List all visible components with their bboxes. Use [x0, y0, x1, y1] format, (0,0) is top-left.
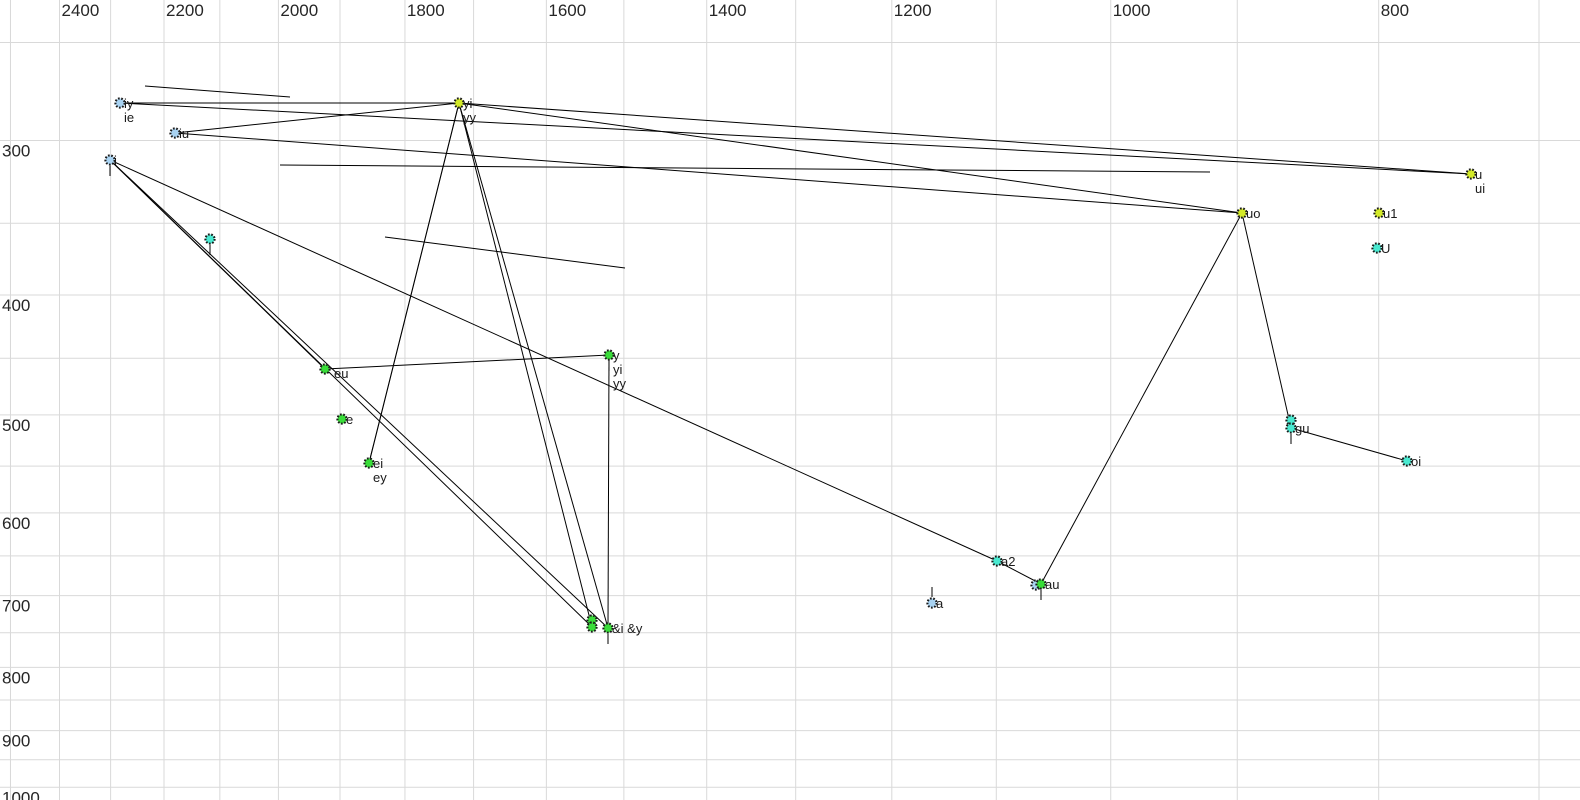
svg-text:u: u	[1475, 167, 1482, 182]
svg-text:ei: ei	[373, 456, 383, 471]
svg-text:ui: ui	[1475, 181, 1485, 196]
svg-text:&i &y: &i &y	[612, 621, 643, 636]
svg-text:700: 700	[2, 597, 30, 616]
svg-text:e: e	[346, 412, 353, 427]
svg-text:900: 900	[2, 732, 30, 751]
svg-text:uo: uo	[1246, 206, 1260, 221]
svg-text:600: 600	[2, 514, 30, 533]
svg-text:ie: ie	[124, 110, 134, 125]
svg-text:1800: 1800	[407, 1, 445, 20]
svg-text:gu: gu	[1295, 421, 1309, 436]
svg-text:yi: yi	[463, 96, 473, 111]
svg-text:300: 300	[2, 141, 30, 160]
svg-text:800: 800	[1381, 1, 1409, 20]
svg-text:1000: 1000	[2, 788, 40, 800]
svg-text:2400: 2400	[62, 1, 100, 20]
svg-text:2200: 2200	[166, 1, 204, 20]
svg-text:i: i	[114, 153, 117, 168]
svg-text:U: U	[1381, 241, 1390, 256]
svg-text:yy: yy	[463, 110, 477, 125]
svg-text:ey: ey	[373, 470, 387, 485]
svg-text:iu: iu	[179, 126, 189, 141]
svg-text:u1: u1	[1383, 206, 1397, 221]
svg-text:yy: yy	[613, 376, 627, 391]
svg-text:2000: 2000	[280, 1, 318, 20]
svg-text:y: y	[613, 348, 620, 363]
svg-text:800: 800	[2, 668, 30, 687]
svg-text:a: a	[936, 596, 944, 611]
svg-text:1200: 1200	[894, 1, 932, 20]
svg-text:au: au	[1045, 577, 1059, 592]
svg-text:yi: yi	[613, 362, 623, 377]
svg-text:1400: 1400	[709, 1, 747, 20]
svg-text:a2: a2	[1001, 554, 1015, 569]
svg-text:eu: eu	[334, 366, 348, 381]
svg-text:1000: 1000	[1113, 1, 1151, 20]
svg-text:500: 500	[2, 416, 30, 435]
svg-text:1600: 1600	[548, 1, 586, 20]
svg-text:400: 400	[2, 296, 30, 315]
svg-text:oi: oi	[1411, 454, 1421, 469]
svg-text:iy: iy	[124, 96, 134, 111]
